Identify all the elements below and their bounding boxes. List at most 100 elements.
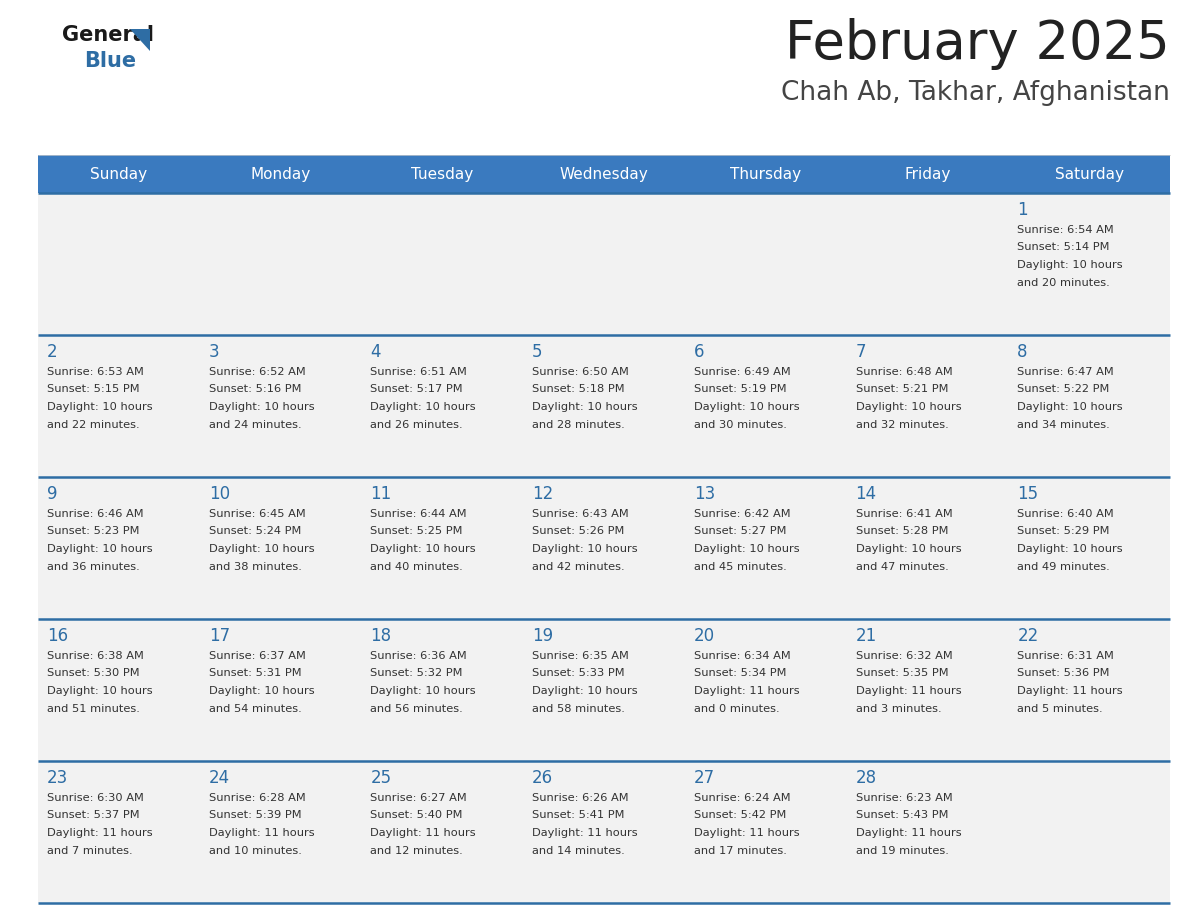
Bar — [684, 477, 847, 619]
Text: Sunrise: 6:50 AM: Sunrise: 6:50 AM — [532, 367, 628, 377]
Text: Sunrise: 6:35 AM: Sunrise: 6:35 AM — [532, 651, 628, 661]
Text: and 22 minutes.: and 22 minutes. — [48, 420, 140, 430]
Text: Sunset: 5:15 PM: Sunset: 5:15 PM — [48, 385, 140, 395]
Text: and 24 minutes.: and 24 minutes. — [209, 420, 302, 430]
Text: Sunrise: 6:36 AM: Sunrise: 6:36 AM — [371, 651, 467, 661]
Text: Sunset: 5:42 PM: Sunset: 5:42 PM — [694, 811, 786, 821]
Text: Sunset: 5:41 PM: Sunset: 5:41 PM — [532, 811, 625, 821]
Bar — [847, 761, 1009, 903]
Text: and 14 minutes.: and 14 minutes. — [532, 845, 625, 856]
Bar — [684, 335, 847, 477]
Text: Sunset: 5:29 PM: Sunset: 5:29 PM — [1017, 527, 1110, 536]
Text: 23: 23 — [48, 769, 68, 787]
Text: Daylight: 11 hours: Daylight: 11 hours — [371, 828, 476, 838]
Bar — [38, 619, 200, 761]
Text: Daylight: 10 hours: Daylight: 10 hours — [1017, 260, 1123, 270]
Text: and 47 minutes.: and 47 minutes. — [855, 562, 948, 572]
Text: 26: 26 — [532, 769, 554, 787]
Text: Daylight: 10 hours: Daylight: 10 hours — [694, 544, 800, 554]
Text: Blue: Blue — [84, 51, 137, 71]
Text: Sunset: 5:33 PM: Sunset: 5:33 PM — [532, 668, 625, 678]
Bar — [523, 477, 684, 619]
Text: and 42 minutes.: and 42 minutes. — [532, 562, 625, 572]
Text: Sunrise: 6:48 AM: Sunrise: 6:48 AM — [855, 367, 953, 377]
Text: Sunrise: 6:41 AM: Sunrise: 6:41 AM — [855, 509, 953, 519]
Bar — [38, 761, 200, 903]
Bar — [847, 477, 1009, 619]
Text: Sunrise: 6:49 AM: Sunrise: 6:49 AM — [694, 367, 790, 377]
Text: Daylight: 10 hours: Daylight: 10 hours — [48, 686, 152, 696]
Text: Sunset: 5:37 PM: Sunset: 5:37 PM — [48, 811, 140, 821]
Text: Friday: Friday — [904, 166, 950, 182]
Bar — [523, 761, 684, 903]
Text: Daylight: 10 hours: Daylight: 10 hours — [48, 544, 152, 554]
Text: 25: 25 — [371, 769, 392, 787]
Text: Sunrise: 6:32 AM: Sunrise: 6:32 AM — [855, 651, 953, 661]
Text: Sunrise: 6:30 AM: Sunrise: 6:30 AM — [48, 793, 144, 803]
Bar — [200, 193, 361, 335]
Text: and 58 minutes.: and 58 minutes. — [532, 703, 625, 713]
Text: Daylight: 10 hours: Daylight: 10 hours — [371, 402, 476, 412]
Text: Daylight: 11 hours: Daylight: 11 hours — [855, 686, 961, 696]
Text: Sunset: 5:25 PM: Sunset: 5:25 PM — [371, 527, 463, 536]
Text: 3: 3 — [209, 343, 220, 361]
Bar — [847, 193, 1009, 335]
Text: Daylight: 11 hours: Daylight: 11 hours — [694, 828, 800, 838]
Bar — [38, 193, 200, 335]
Bar — [1009, 193, 1170, 335]
Text: Sunset: 5:39 PM: Sunset: 5:39 PM — [209, 811, 302, 821]
Text: 24: 24 — [209, 769, 229, 787]
Text: General: General — [62, 25, 154, 45]
Text: 27: 27 — [694, 769, 715, 787]
Bar — [684, 193, 847, 335]
Text: Sunrise: 6:40 AM: Sunrise: 6:40 AM — [1017, 509, 1114, 519]
Text: and 56 minutes.: and 56 minutes. — [371, 703, 463, 713]
Bar — [38, 155, 1170, 193]
Text: and 20 minutes.: and 20 minutes. — [1017, 277, 1110, 287]
Text: Sunset: 5:14 PM: Sunset: 5:14 PM — [1017, 242, 1110, 252]
Text: and 51 minutes.: and 51 minutes. — [48, 703, 140, 713]
Text: 6: 6 — [694, 343, 704, 361]
Text: Tuesday: Tuesday — [411, 166, 473, 182]
Text: Sunrise: 6:37 AM: Sunrise: 6:37 AM — [209, 651, 305, 661]
Text: Monday: Monday — [251, 166, 311, 182]
Text: Sunrise: 6:26 AM: Sunrise: 6:26 AM — [532, 793, 628, 803]
Bar — [200, 619, 361, 761]
Text: Sunrise: 6:47 AM: Sunrise: 6:47 AM — [1017, 367, 1114, 377]
Text: Daylight: 10 hours: Daylight: 10 hours — [48, 402, 152, 412]
Text: Sunrise: 6:54 AM: Sunrise: 6:54 AM — [1017, 225, 1114, 235]
Text: Daylight: 11 hours: Daylight: 11 hours — [694, 686, 800, 696]
Text: Sunset: 5:26 PM: Sunset: 5:26 PM — [532, 527, 625, 536]
Text: and 12 minutes.: and 12 minutes. — [371, 845, 463, 856]
Text: Sunset: 5:43 PM: Sunset: 5:43 PM — [855, 811, 948, 821]
Polygon shape — [129, 29, 150, 51]
Text: and 10 minutes.: and 10 minutes. — [209, 845, 302, 856]
Text: 4: 4 — [371, 343, 381, 361]
Text: Sunset: 5:22 PM: Sunset: 5:22 PM — [1017, 385, 1110, 395]
Bar — [38, 477, 200, 619]
Bar — [684, 619, 847, 761]
Text: and 0 minutes.: and 0 minutes. — [694, 703, 779, 713]
Bar — [361, 761, 523, 903]
Text: Daylight: 11 hours: Daylight: 11 hours — [209, 828, 315, 838]
Bar — [684, 761, 847, 903]
Text: and 19 minutes.: and 19 minutes. — [855, 845, 948, 856]
Text: and 49 minutes.: and 49 minutes. — [1017, 562, 1110, 572]
Text: Daylight: 11 hours: Daylight: 11 hours — [1017, 686, 1123, 696]
Bar — [200, 335, 361, 477]
Text: and 3 minutes.: and 3 minutes. — [855, 703, 941, 713]
Bar — [200, 761, 361, 903]
Text: Daylight: 10 hours: Daylight: 10 hours — [1017, 544, 1123, 554]
Bar — [361, 619, 523, 761]
Bar — [847, 619, 1009, 761]
Text: Chah Ab, Takhar, Afghanistan: Chah Ab, Takhar, Afghanistan — [782, 80, 1170, 106]
Text: Daylight: 10 hours: Daylight: 10 hours — [371, 686, 476, 696]
Bar — [523, 193, 684, 335]
Text: and 40 minutes.: and 40 minutes. — [371, 562, 463, 572]
Text: Daylight: 11 hours: Daylight: 11 hours — [855, 828, 961, 838]
Bar — [361, 335, 523, 477]
Text: 13: 13 — [694, 485, 715, 503]
Bar — [523, 335, 684, 477]
Text: and 28 minutes.: and 28 minutes. — [532, 420, 625, 430]
Text: Sunset: 5:17 PM: Sunset: 5:17 PM — [371, 385, 463, 395]
